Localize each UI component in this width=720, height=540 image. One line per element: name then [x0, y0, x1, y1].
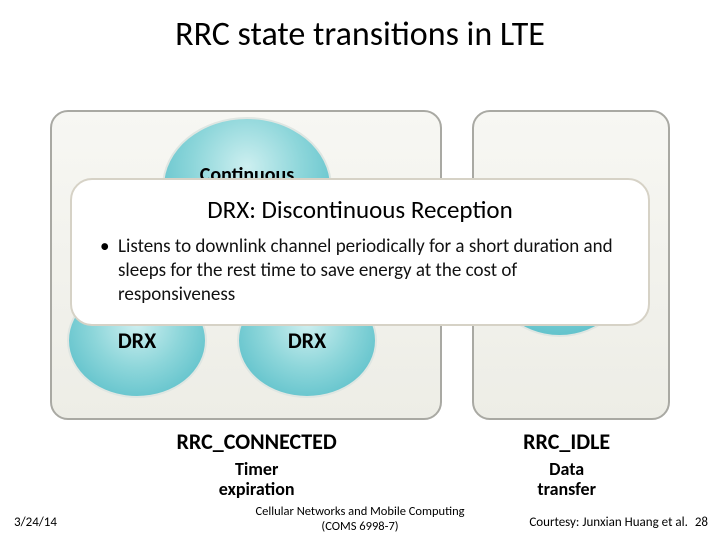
footer-center-line1: Cellular Networks and Mobile Computing: [255, 504, 464, 519]
slide-title: RRC state transitions in LTE: [0, 0, 720, 55]
sublabel-timer-expiration: Timer expiration: [50, 460, 463, 500]
footer-center-line2: (COMS 6998-7): [321, 519, 398, 534]
sublabel-timer-line1: Timer: [235, 458, 278, 480]
callout-title: DRX: Discontinuous Reception: [96, 194, 624, 225]
footer-right: Courtesy: Junxian Huang et al. 28: [529, 515, 708, 530]
label-rrc-idle: RRC_IDLE: [463, 428, 670, 455]
callout-box: DRX: Discontinuous Reception Listens to …: [70, 178, 650, 326]
page-number: 28: [695, 515, 708, 530]
sublabel-timer-line2: expiration: [219, 478, 295, 500]
sublabel-data-line2: transfer: [537, 478, 596, 500]
sublabel-data-line1: Data: [549, 458, 584, 480]
state-labels-row: RRC_CONNECTED RRC_IDLE: [50, 428, 670, 455]
callout-list: Listens to downlink channel periodically…: [96, 235, 624, 306]
footer-courtesy: Courtesy: Junxian Huang et al.: [529, 515, 688, 530]
callout-bullet: Listens to downlink channel periodically…: [118, 235, 624, 306]
sublabel-data-transfer: Data transfer: [463, 460, 670, 500]
sub-labels-row: Timer expiration Data transfer: [50, 460, 670, 500]
label-rrc-connected: RRC_CONNECTED: [50, 428, 463, 455]
